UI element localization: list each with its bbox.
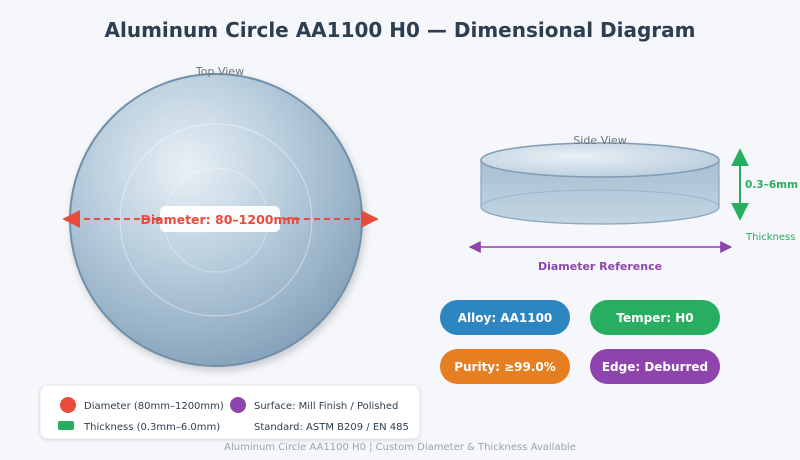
alloy-badge: [440, 300, 570, 335]
thickness-label: Thickness: [745, 232, 795, 243]
diameter-label: Diameter: 80–1200mm: [140, 212, 299, 227]
edge-badge: [590, 349, 720, 384]
diameter-reference-label: Diameter Reference: [538, 260, 662, 273]
disc-side-bottom-edge: [480, 189, 720, 225]
disc-side-top-face: [480, 142, 720, 178]
top-view-label: Top View: [195, 65, 244, 78]
thickness-value: 0.3–6mm: [745, 179, 798, 191]
temper-badge-text: Temper: H0: [616, 311, 693, 325]
alloy-badge-text: Alloy: AA1100: [458, 311, 553, 325]
legend-standard: Standard: ASTM B209 / EN 485: [254, 422, 409, 433]
legend-thickness: Thickness (0.3mm–6.0mm): [83, 422, 220, 433]
purity-badge: [440, 349, 570, 384]
surface-legend-marker: [230, 397, 246, 413]
diameter-label-box: [160, 206, 280, 232]
property-badges: Alloy: AA1100 Temper: H0 Purity: ≥99.0% …: [440, 300, 720, 384]
page-title: Aluminum Circle AA1100 H0 — Dimensional …: [105, 18, 696, 42]
legend: Diameter (80mm–1200mm) Thickness (0.3mm–…: [39, 384, 421, 440]
temper-badge: [590, 300, 720, 335]
edge-badge-text: Edge: Deburred: [602, 360, 708, 374]
side-view: Side View 0.3–6mm Thickness Diameter Ref…: [468, 134, 798, 273]
top-view: Top View Diameter: 80–1200mm: [62, 65, 379, 367]
thickness-legend-marker: [58, 421, 74, 430]
legend-diameter: Diameter (80mm–1200mm): [84, 401, 224, 412]
diameter-legend-marker: [60, 397, 76, 413]
footer-note: Aluminum Circle AA1100 H0 | Custom Diame…: [224, 442, 576, 453]
side-view-label: Side View: [573, 134, 626, 147]
legend-box: [39, 384, 421, 440]
legend-surface: Surface: Mill Finish / Polished: [254, 401, 398, 412]
purity-badge-text: Purity: ≥99.0%: [454, 360, 556, 374]
